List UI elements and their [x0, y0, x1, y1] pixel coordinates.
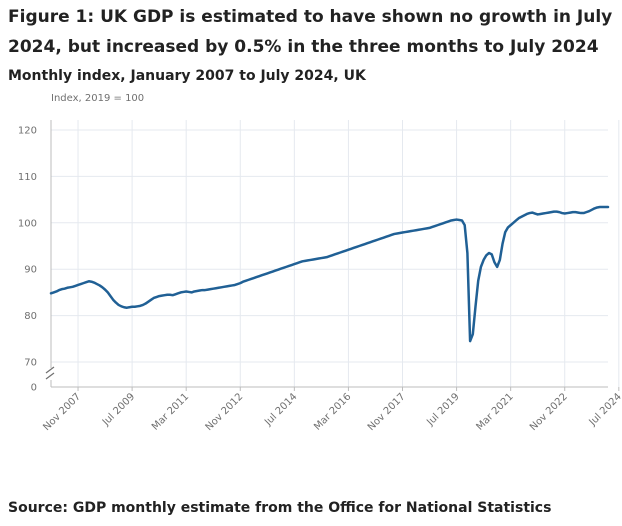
x-axis-ticks: Nov 2007 Jul 2009 Mar 2011 Nov 2012 Jul 2014…	[41, 387, 622, 433]
series-line-monthly-gdp-index	[49, 205, 610, 343]
y-tick-label-80: 80	[24, 311, 37, 322]
x-tick-label-6: Nov 2017	[366, 391, 408, 433]
x-tick-label-5: Mar 2016	[312, 391, 353, 432]
x-tick-label-7: Jul 2019	[424, 391, 461, 428]
y-tick-label-100: 100	[18, 218, 37, 229]
source-note: Source: GDP monthly estimate from the Of…	[8, 500, 552, 516]
x-tick-label-2: Mar 2011	[150, 391, 191, 432]
chart-subtitle: Monthly index, January 2007 to July 2024…	[8, 68, 366, 84]
y-tick-label-120: 120	[18, 126, 37, 137]
x-tick-label-1: Jul 2009	[100, 391, 137, 428]
gridlines	[51, 120, 620, 387]
x-tick-label-3: Nov 2012	[204, 391, 246, 433]
x-tick-label-8: Mar 2021	[474, 391, 515, 432]
y-tick-label-110: 110	[18, 172, 37, 183]
x-tick-label-9: Nov 2022	[528, 391, 570, 433]
y-tick-label-90: 90	[24, 265, 37, 276]
series-layer	[49, 205, 610, 343]
axis-break-mark-1	[45, 366, 55, 374]
chart-title: Figure 1: UK GDP is estimated to have sh…	[8, 7, 613, 57]
x-tick-label-0: Nov 2007	[41, 391, 83, 433]
x-tick-label-4: Jul 2014	[262, 391, 299, 428]
axis-break-mark-2	[45, 372, 55, 380]
y-axis-unit-label: Index, 2019 = 100	[51, 93, 144, 104]
x-tick-label-10: Jul 2024	[587, 391, 622, 428]
line-chart: Index, 2019 = 100 Nov 2007 Jul 2009 Mar 20…	[18, 93, 622, 433]
y-tick-label-70: 70	[24, 358, 37, 369]
y-axis-ticks: 70 80 90 100 110 120 0	[18, 126, 37, 394]
y-tick-label-0: 0	[31, 383, 37, 394]
axes	[45, 120, 608, 388]
